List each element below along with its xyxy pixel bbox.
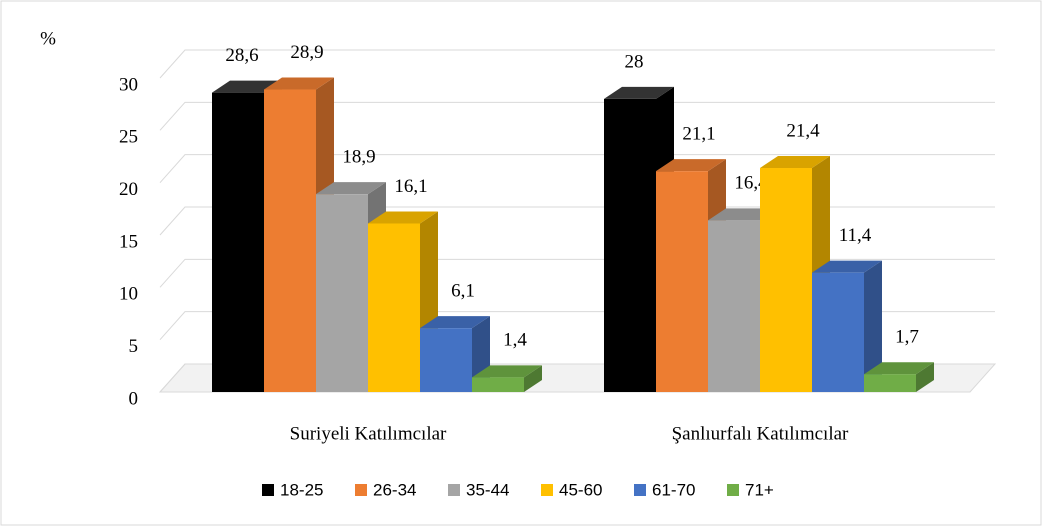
legend-swatch — [355, 484, 367, 496]
legend-label: 45-60 — [559, 480, 602, 499]
bar-top — [864, 362, 934, 375]
bar-front — [812, 272, 864, 392]
data-label: 16,4 — [734, 173, 768, 194]
legend-swatch — [262, 484, 274, 496]
grid-line — [159, 49, 995, 79]
legend-label: 26-34 — [373, 480, 416, 499]
bar-front — [760, 168, 812, 392]
legend-swatch — [541, 484, 553, 496]
data-label: 1,7 — [895, 327, 919, 348]
bar — [760, 156, 830, 392]
bar-front — [316, 194, 368, 392]
data-label: 16,1 — [394, 176, 427, 197]
bar-top — [368, 211, 438, 224]
data-label: 6,1 — [451, 281, 475, 302]
y-tick-label: 15 — [119, 231, 138, 252]
bar-front — [368, 223, 420, 392]
bar-front — [472, 377, 524, 392]
grid-line — [159, 154, 995, 183]
bar-front — [864, 374, 916, 392]
y-axis-label: % — [40, 28, 56, 49]
bar-side — [864, 260, 882, 392]
bar-top — [760, 156, 830, 169]
legend-label: 18-25 — [280, 480, 323, 499]
legend-swatch — [634, 484, 646, 496]
legend-label: 71+ — [745, 480, 774, 499]
bar — [812, 260, 882, 392]
bar-front — [212, 92, 264, 393]
y-tick-label: 20 — [119, 179, 138, 200]
bar — [472, 365, 542, 392]
legend-label: 35-44 — [466, 480, 509, 499]
y-tick-label: 30 — [119, 74, 138, 95]
y-tick-label: 5 — [129, 336, 139, 357]
legend-swatch — [727, 484, 739, 496]
bar-front — [656, 171, 708, 392]
data-label: 28,9 — [290, 42, 323, 63]
bar-top — [604, 86, 674, 99]
bar-top — [264, 77, 334, 90]
bar — [864, 362, 934, 392]
bar-top — [656, 159, 726, 172]
bar-top — [812, 260, 882, 273]
data-label: 21,4 — [786, 120, 820, 141]
data-label: 1,4 — [503, 330, 527, 351]
grid-line — [159, 101, 995, 131]
y-tick-label: 25 — [119, 127, 138, 148]
data-label: 28 — [625, 51, 644, 72]
bar-side — [524, 365, 542, 392]
legend-swatch — [448, 484, 460, 496]
bar-front — [604, 98, 656, 392]
bar-front — [420, 328, 472, 392]
x-tick-label: Suriyeli Katılımcılar — [290, 423, 447, 444]
bar-front — [264, 89, 316, 392]
bar-top — [472, 365, 542, 378]
data-label: 28,6 — [225, 45, 258, 66]
legend-label: 61-70 — [652, 480, 695, 499]
y-tick-label: 10 — [119, 284, 138, 305]
bar-side — [916, 362, 934, 392]
data-label: 21,1 — [682, 124, 715, 145]
bar-top — [420, 316, 490, 329]
y-tick-label: 0 — [129, 388, 139, 409]
data-label: 11,4 — [839, 225, 872, 246]
x-tick-label: Şanlıurfalı Katılımcılar — [672, 423, 849, 444]
bar-front — [708, 220, 760, 392]
data-label: 18,9 — [342, 147, 375, 168]
bar-top — [316, 182, 386, 195]
